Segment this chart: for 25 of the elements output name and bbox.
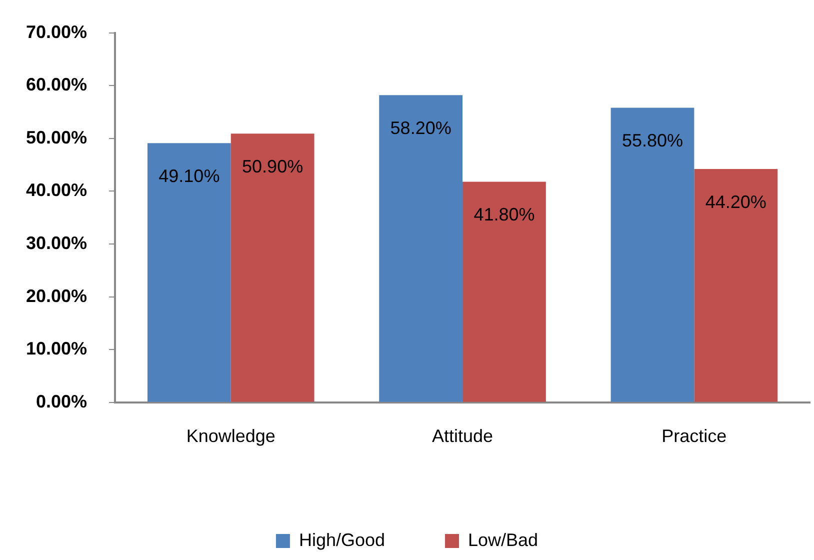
data-label: 58.20%: [390, 118, 452, 138]
legend-label: Low/Bad: [468, 530, 538, 550]
x-tick-label: Practice: [662, 426, 727, 446]
bar: [694, 169, 778, 402]
bar: [610, 108, 694, 402]
bar: [379, 95, 463, 402]
y-tick-label: 40.00%: [26, 180, 88, 200]
data-label: 44.20%: [705, 192, 766, 212]
y-tick-label: 60.00%: [26, 74, 88, 95]
bar: [462, 182, 546, 402]
data-label: 50.90%: [242, 156, 304, 177]
legend-label: High/Good: [298, 530, 386, 550]
y-tick-label: 0.00%: [36, 391, 88, 412]
y-tick-label: 10.00%: [26, 338, 88, 359]
bar: [147, 143, 231, 402]
data-label: 49.10%: [158, 166, 220, 186]
x-tick-label: Attitude: [432, 426, 494, 446]
data-label: 41.80%: [474, 204, 535, 225]
y-tick-label: 30.00%: [26, 232, 88, 253]
x-tick-label: Knowledge: [186, 426, 276, 446]
data-label: 55.80%: [622, 130, 684, 151]
y-tick-label: 20.00%: [26, 286, 88, 306]
bar: [230, 134, 314, 402]
y-tick-label: 70.00%: [26, 22, 88, 42]
y-tick-label: 50.00%: [26, 127, 88, 148]
